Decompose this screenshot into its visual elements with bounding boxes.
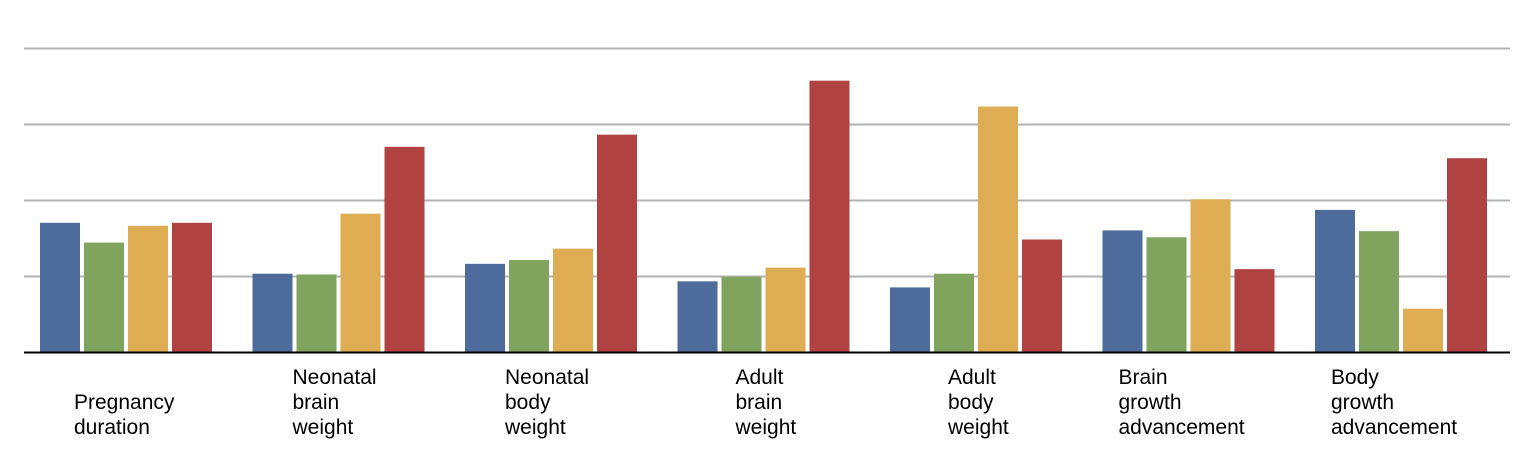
category-label-5: Adult body weight <box>947 366 1009 439</box>
bar-c7-s1 <box>1315 209 1355 352</box>
grid-layer <box>24 47 1510 278</box>
category-label-line: Adult <box>736 366 784 389</box>
category-label-line: growth <box>1119 391 1182 414</box>
bar-c7-s2 <box>1359 231 1399 352</box>
bar-c3-s2 <box>509 260 549 352</box>
category-label-line: advancement <box>1331 416 1457 439</box>
bar-c6-s4 <box>1234 269 1275 352</box>
category-label-line: Pregnancy <box>74 391 175 414</box>
bar-c1-s2 <box>84 242 124 352</box>
bar-c6-s1 <box>1102 230 1143 352</box>
bar-c4-s3 <box>765 267 806 352</box>
bar-c1-s3 <box>128 225 168 352</box>
category-label-line: body <box>948 391 994 414</box>
bar-c5-s1 <box>890 287 930 352</box>
bar-c4-s2 <box>721 276 762 352</box>
category-label-line: weight <box>735 416 797 439</box>
bar-c6-s2 <box>1146 237 1187 352</box>
bar-c2-s1 <box>252 273 293 352</box>
category-label-line: brain <box>736 391 783 414</box>
bar-c2-s2 <box>296 274 337 352</box>
category-label-1: Pregnancy duration <box>74 391 175 439</box>
bar-c5-s2 <box>934 273 974 352</box>
bar-c2-s3 <box>340 213 381 352</box>
bar-c7-s3 <box>1403 308 1443 352</box>
bar-c3-s4 <box>597 134 637 352</box>
bar-c4-s4 <box>809 80 850 353</box>
category-label-2: Neonatal brain weight <box>292 366 377 439</box>
category-label-line: Brain <box>1119 366 1168 389</box>
category-label-line: weight <box>504 416 566 439</box>
bar-c2-s4 <box>384 146 425 352</box>
bar-c3-s3 <box>553 248 593 352</box>
bar-c1-s1 <box>40 222 80 352</box>
category-label-line: brain <box>293 391 340 414</box>
category-label-7: Body growth advancement <box>1331 366 1457 439</box>
category-label-6: Brain growth advancement <box>1119 366 1245 439</box>
bar-c5-s4 <box>1022 239 1062 352</box>
category-label-line: growth <box>1331 391 1394 414</box>
bar-c3-s1 <box>465 263 505 352</box>
bar-c6-s3 <box>1190 199 1231 352</box>
category-label-line: Neonatal <box>293 366 377 389</box>
category-label-3: Neonatal body weight <box>504 366 589 439</box>
bar-c7-s4 <box>1447 158 1487 352</box>
category-label-line: body <box>505 391 551 414</box>
category-label-line: Neonatal <box>505 366 589 389</box>
category-label-line: weight <box>947 416 1009 439</box>
bars-layer <box>40 80 1487 353</box>
bar-c1-s4 <box>172 222 212 352</box>
category-label-line: advancement <box>1119 416 1245 439</box>
bar-c4-s1 <box>677 281 718 352</box>
category-label-line: Adult <box>948 366 996 389</box>
category-label-line: Body <box>1331 366 1379 389</box>
category-label-line: weight <box>292 416 354 439</box>
category-label-4: Adult brain weight <box>735 366 797 439</box>
category-label-line: duration <box>74 416 150 439</box>
bar-c5-s3 <box>978 106 1018 353</box>
